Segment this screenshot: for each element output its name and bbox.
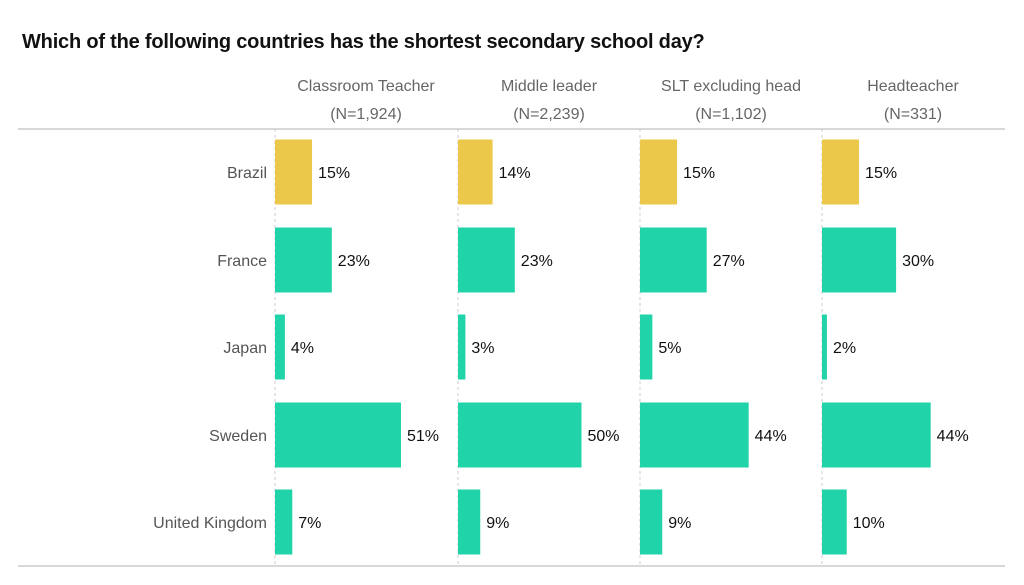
bar-united-kingdom — [640, 489, 663, 555]
data-label: 51% — [407, 428, 439, 445]
bar-france — [275, 227, 332, 293]
data-label: 23% — [338, 253, 370, 270]
bar-france — [822, 227, 897, 293]
data-label: 23% — [521, 253, 553, 270]
bar-france — [458, 227, 515, 293]
panel-n-label: (N=331) — [884, 106, 942, 123]
data-label: 44% — [937, 428, 969, 445]
bar-sweden — [822, 402, 931, 468]
panel-header: Headteacher — [867, 78, 959, 95]
bar-brazil — [275, 139, 313, 205]
data-label: 30% — [902, 253, 934, 270]
data-label: 14% — [499, 165, 531, 182]
data-label: 50% — [588, 428, 620, 445]
data-label: 27% — [713, 253, 745, 270]
bar-brazil — [822, 139, 860, 205]
bar-united-kingdom — [275, 489, 293, 555]
data-label: 9% — [668, 515, 691, 532]
data-label: 10% — [853, 515, 885, 532]
panel-n-label: (N=1,102) — [695, 106, 767, 123]
bar-united-kingdom — [822, 489, 847, 555]
category-label: Brazil — [227, 165, 267, 182]
bar-japan — [822, 314, 827, 380]
data-label: 5% — [658, 340, 681, 357]
panel-n-label: (N=2,239) — [513, 106, 585, 123]
bar-japan — [275, 314, 285, 380]
panel-header: SLT excluding head — [661, 78, 801, 95]
bar-japan — [640, 314, 653, 380]
chart-title: Which of the following countries has the… — [22, 31, 705, 53]
bar-united-kingdom — [458, 489, 481, 555]
category-label: France — [217, 253, 267, 270]
data-label: 3% — [471, 340, 494, 357]
data-label: 44% — [755, 428, 787, 445]
bar-japan — [458, 314, 466, 380]
panel-header: Classroom Teacher — [297, 78, 435, 95]
category-label: United Kingdom — [153, 515, 267, 532]
category-label: Sweden — [209, 428, 267, 445]
bar-sweden — [640, 402, 749, 468]
data-label: 15% — [683, 165, 715, 182]
bar-brazil — [640, 139, 678, 205]
panel-header: Middle leader — [501, 78, 598, 95]
bar-france — [640, 227, 707, 293]
panel-n-label: (N=1,924) — [330, 106, 402, 123]
data-label: 15% — [865, 165, 897, 182]
data-label: 15% — [318, 165, 350, 182]
bar-brazil — [458, 139, 493, 205]
data-label: 2% — [833, 340, 856, 357]
data-label: 4% — [291, 340, 314, 357]
bar-sweden — [458, 402, 582, 468]
bar-sweden — [275, 402, 401, 468]
data-label: 7% — [298, 515, 321, 532]
data-label: 9% — [486, 515, 509, 532]
category-label: Japan — [223, 340, 267, 357]
